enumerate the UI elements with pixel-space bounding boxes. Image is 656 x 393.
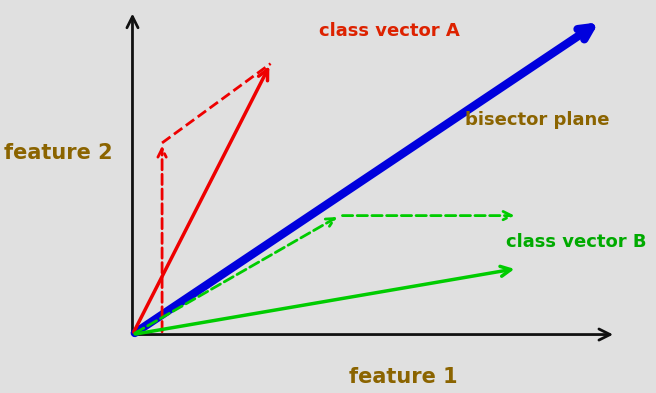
Text: class vector A: class vector A <box>319 22 459 40</box>
Text: class vector B: class vector B <box>506 233 647 251</box>
Text: feature 1: feature 1 <box>350 367 458 387</box>
Text: bisector plane: bisector plane <box>464 111 609 129</box>
Text: feature 2: feature 2 <box>4 143 113 163</box>
